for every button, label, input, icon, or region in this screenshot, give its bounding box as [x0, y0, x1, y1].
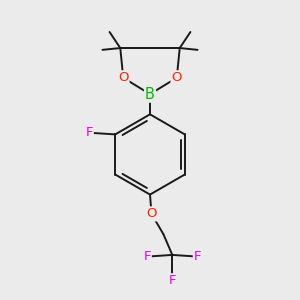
Text: F: F — [194, 250, 201, 263]
Text: F: F — [169, 274, 176, 287]
Text: O: O — [172, 71, 182, 84]
Text: F: F — [143, 250, 151, 263]
Text: B: B — [145, 87, 155, 102]
Text: O: O — [146, 207, 157, 220]
Text: O: O — [118, 71, 128, 84]
Text: F: F — [85, 126, 93, 140]
